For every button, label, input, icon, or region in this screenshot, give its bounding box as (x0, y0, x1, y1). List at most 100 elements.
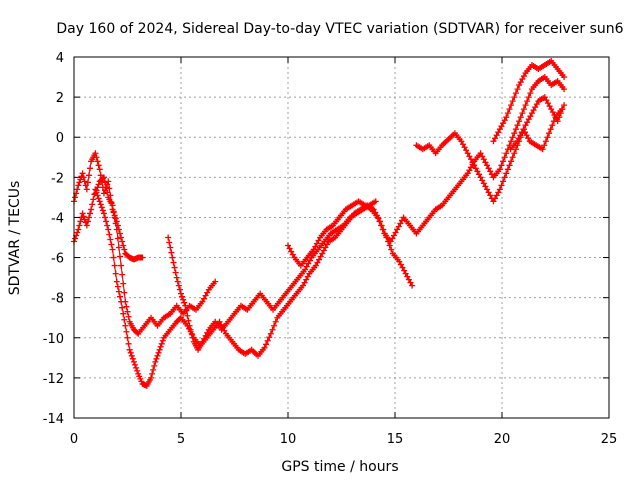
data-point (130, 358, 137, 365)
y-tick-label: -2 (51, 171, 64, 186)
data-point (466, 153, 473, 160)
data-point (119, 304, 126, 311)
data-point (261, 344, 268, 351)
data-point (516, 82, 523, 89)
data-point (498, 123, 505, 130)
data-point (105, 226, 112, 233)
y-tick-label: 4 (56, 51, 64, 66)
data-point (74, 229, 81, 236)
data-point (498, 162, 505, 169)
data-point (388, 246, 395, 253)
data-point (151, 362, 158, 369)
data-point (506, 106, 513, 113)
data-point (109, 202, 116, 209)
data-series (71, 58, 568, 389)
data-point (548, 106, 555, 113)
data-point (122, 322, 129, 329)
data-point (100, 190, 107, 197)
data-point (519, 110, 526, 117)
data-point (85, 214, 92, 221)
x-tick-label: 10 (280, 432, 297, 447)
data-point (100, 174, 107, 181)
x-tick-label: 25 (601, 432, 618, 447)
data-point (471, 162, 478, 169)
data-point (81, 178, 88, 185)
data-point (72, 235, 79, 242)
data-point (477, 150, 484, 157)
data-point (527, 113, 534, 120)
data-point (501, 154, 508, 161)
data-point (463, 147, 470, 154)
data-point (302, 266, 309, 273)
data-point (186, 322, 193, 329)
data-point (201, 335, 208, 342)
data-point (79, 210, 86, 217)
data-point (500, 158, 507, 165)
data-point (395, 223, 402, 230)
data-point (95, 181, 102, 188)
data-point (113, 226, 120, 233)
data-point (477, 174, 484, 181)
data-point (316, 256, 323, 263)
data-point (561, 74, 568, 81)
data-point (97, 172, 104, 179)
data-point (84, 179, 91, 186)
data-point (97, 201, 104, 208)
data-point (514, 122, 521, 129)
data-point (114, 283, 121, 290)
series-track-6 (413, 94, 568, 205)
data-point (185, 317, 192, 324)
data-point (459, 141, 466, 148)
data-point (87, 210, 94, 217)
data-point (511, 150, 518, 157)
data-point (119, 271, 126, 278)
data-point (324, 241, 331, 248)
data-point (174, 278, 181, 285)
data-point (374, 214, 381, 221)
x-tick-label: 15 (387, 432, 404, 447)
data-point (549, 122, 556, 129)
data-point (156, 346, 163, 353)
data-point (394, 226, 401, 233)
data-point (508, 138, 515, 145)
data-point (124, 308, 131, 315)
data-point (498, 182, 505, 189)
data-point (72, 194, 79, 201)
data-point (202, 332, 209, 339)
data-point (379, 226, 386, 233)
data-point (271, 322, 278, 329)
data-point (149, 370, 156, 377)
data-point (212, 278, 219, 285)
data-point (125, 340, 132, 347)
data-point (269, 326, 276, 333)
data-point (313, 240, 320, 247)
data-point (199, 298, 206, 305)
data-point (139, 254, 146, 261)
data-point (202, 292, 209, 299)
data-point (504, 110, 511, 117)
data-point (93, 154, 100, 161)
plot-frame (73, 56, 610, 419)
data-point (496, 166, 503, 173)
data-point (288, 248, 295, 255)
data-point (176, 315, 183, 322)
y-axis-label: SDTVAR / TECUs (7, 181, 23, 296)
data-point (541, 94, 548, 101)
data-point (125, 313, 132, 320)
data-point (76, 222, 83, 229)
data-point (482, 183, 489, 190)
data-point (88, 206, 95, 213)
data-point (107, 236, 114, 243)
data-point (525, 135, 532, 142)
data-point (80, 174, 87, 181)
data-point (172, 269, 179, 276)
data-point (378, 222, 385, 229)
data-point (464, 150, 471, 157)
data-point (466, 167, 473, 174)
data-point (407, 279, 414, 286)
chart-title: Day 160 of 2024, Sidereal Day-to-day VTE… (56, 21, 623, 37)
data-point (128, 352, 135, 359)
data-point (517, 114, 524, 121)
data-point (522, 122, 529, 129)
data-point (127, 349, 134, 356)
